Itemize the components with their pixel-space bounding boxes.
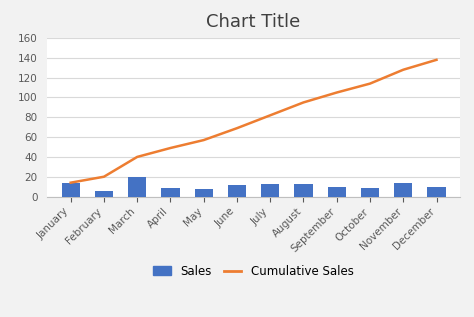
- Legend: Sales, Cumulative Sales: Sales, Cumulative Sales: [149, 260, 358, 282]
- Bar: [261, 184, 279, 197]
- Bar: [394, 183, 412, 197]
- Bar: [294, 184, 313, 197]
- Title: Chart Title: Chart Title: [207, 13, 301, 31]
- Bar: [161, 188, 180, 197]
- Bar: [328, 187, 346, 197]
- Bar: [361, 188, 379, 197]
- Bar: [62, 183, 80, 197]
- Bar: [428, 187, 446, 197]
- Bar: [228, 184, 246, 197]
- Bar: [128, 177, 146, 197]
- Bar: [194, 189, 213, 197]
- Bar: [95, 191, 113, 197]
